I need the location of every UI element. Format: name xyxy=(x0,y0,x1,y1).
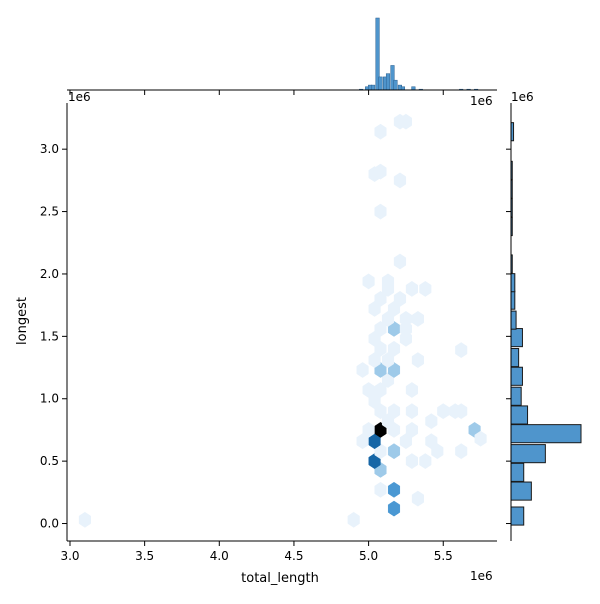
main-plot-area: 3.0 3.5 4.0 4.5 5.0 5.5 0.0 0.5 1.0 1.5 2.0 2.5 3.0 xyxy=(40,103,497,563)
hex-bin xyxy=(474,430,487,447)
marginal-x-bar xyxy=(393,79,398,91)
x-tick-label: 3.5 xyxy=(135,549,154,563)
y-tick-label: 0.5 xyxy=(40,454,59,468)
y-tick-label: 2.5 xyxy=(40,205,59,219)
x-offset-label: 1e6 xyxy=(470,569,493,583)
marginal-x-offset-label: 1e6 xyxy=(470,94,493,108)
marginal-y-bar xyxy=(510,348,520,368)
marginal-x-histogram xyxy=(67,17,497,95)
hex-bin xyxy=(411,352,424,368)
hex-bin xyxy=(374,163,387,180)
hex-bin xyxy=(387,340,401,357)
marginal-y-bar xyxy=(510,444,546,464)
marginal-x-bar xyxy=(378,76,383,91)
hex-bin xyxy=(405,453,418,469)
hex-bin xyxy=(431,443,444,460)
hex-bin xyxy=(374,123,387,140)
hex-bin xyxy=(387,403,401,420)
marginal-y-bar xyxy=(510,481,532,501)
y-tick-label: 3.0 xyxy=(40,142,59,156)
hex-bin xyxy=(393,172,407,189)
hex-bin xyxy=(455,342,468,358)
y-tick-label: 1.0 xyxy=(40,392,59,406)
y-tick-label: 0.0 xyxy=(40,517,59,531)
marginal-y-bar xyxy=(510,506,525,526)
hex-bin xyxy=(399,330,412,347)
hex-bin xyxy=(419,453,432,469)
marginal-x-bar xyxy=(385,73,391,91)
hex-bin xyxy=(399,113,412,130)
marginal-y-bar xyxy=(510,328,523,348)
hex-bin xyxy=(374,203,387,220)
hex-bin xyxy=(411,311,424,327)
hex-bin xyxy=(411,490,424,507)
marginal-y-bar xyxy=(510,366,523,386)
marginal-y-histogram xyxy=(506,103,582,541)
marginal-y-bar xyxy=(510,273,516,293)
y-offset-label: 1e6 xyxy=(68,90,91,104)
x-tick-label: 5.0 xyxy=(359,549,378,563)
hex-bin xyxy=(405,403,418,420)
marginal-y-bar xyxy=(510,310,517,330)
hex-bin xyxy=(356,362,369,378)
marginal-x-bar xyxy=(371,84,376,91)
hex-bin xyxy=(405,281,418,297)
hex-bin xyxy=(405,382,418,398)
marginal-y-bar xyxy=(510,424,582,444)
hex-bin xyxy=(387,443,401,460)
x-tick-label: 4.5 xyxy=(284,549,303,563)
x-axis-label: total_length xyxy=(241,571,319,586)
hex-bin xyxy=(455,443,468,460)
x-tick-label: 4.0 xyxy=(210,549,229,563)
hex-bin xyxy=(399,321,412,337)
hex-bin xyxy=(362,382,375,398)
y-axis-label: longest xyxy=(15,297,30,345)
hex-bin xyxy=(362,273,375,290)
marginal-y-offset-label: 1e6 xyxy=(511,90,534,104)
y-tick-label: 2.0 xyxy=(40,267,59,281)
hex-bin xyxy=(419,281,432,297)
hex-bin xyxy=(393,291,407,307)
hex-bin xyxy=(78,511,91,528)
marginal-y-bar xyxy=(510,462,525,482)
hex-bin xyxy=(425,413,438,430)
hex-bin xyxy=(356,433,369,450)
marginal-y-bar xyxy=(510,386,522,406)
hex-bin xyxy=(405,422,418,438)
x-tick-label: 3.0 xyxy=(60,549,79,563)
hex-bin xyxy=(393,253,407,270)
marginal-y-bar xyxy=(510,290,516,310)
hex-bin xyxy=(455,403,468,420)
y-tick-label: 1.5 xyxy=(40,329,59,343)
hex-bin xyxy=(381,273,395,290)
x-tick-label: 5.5 xyxy=(434,549,453,563)
hex-bin xyxy=(437,403,450,420)
hex-bin xyxy=(387,481,401,498)
marginal-y-bar xyxy=(510,405,529,425)
hex-bin xyxy=(374,481,387,498)
hex-bin xyxy=(347,511,360,528)
hex-bin xyxy=(387,500,401,517)
